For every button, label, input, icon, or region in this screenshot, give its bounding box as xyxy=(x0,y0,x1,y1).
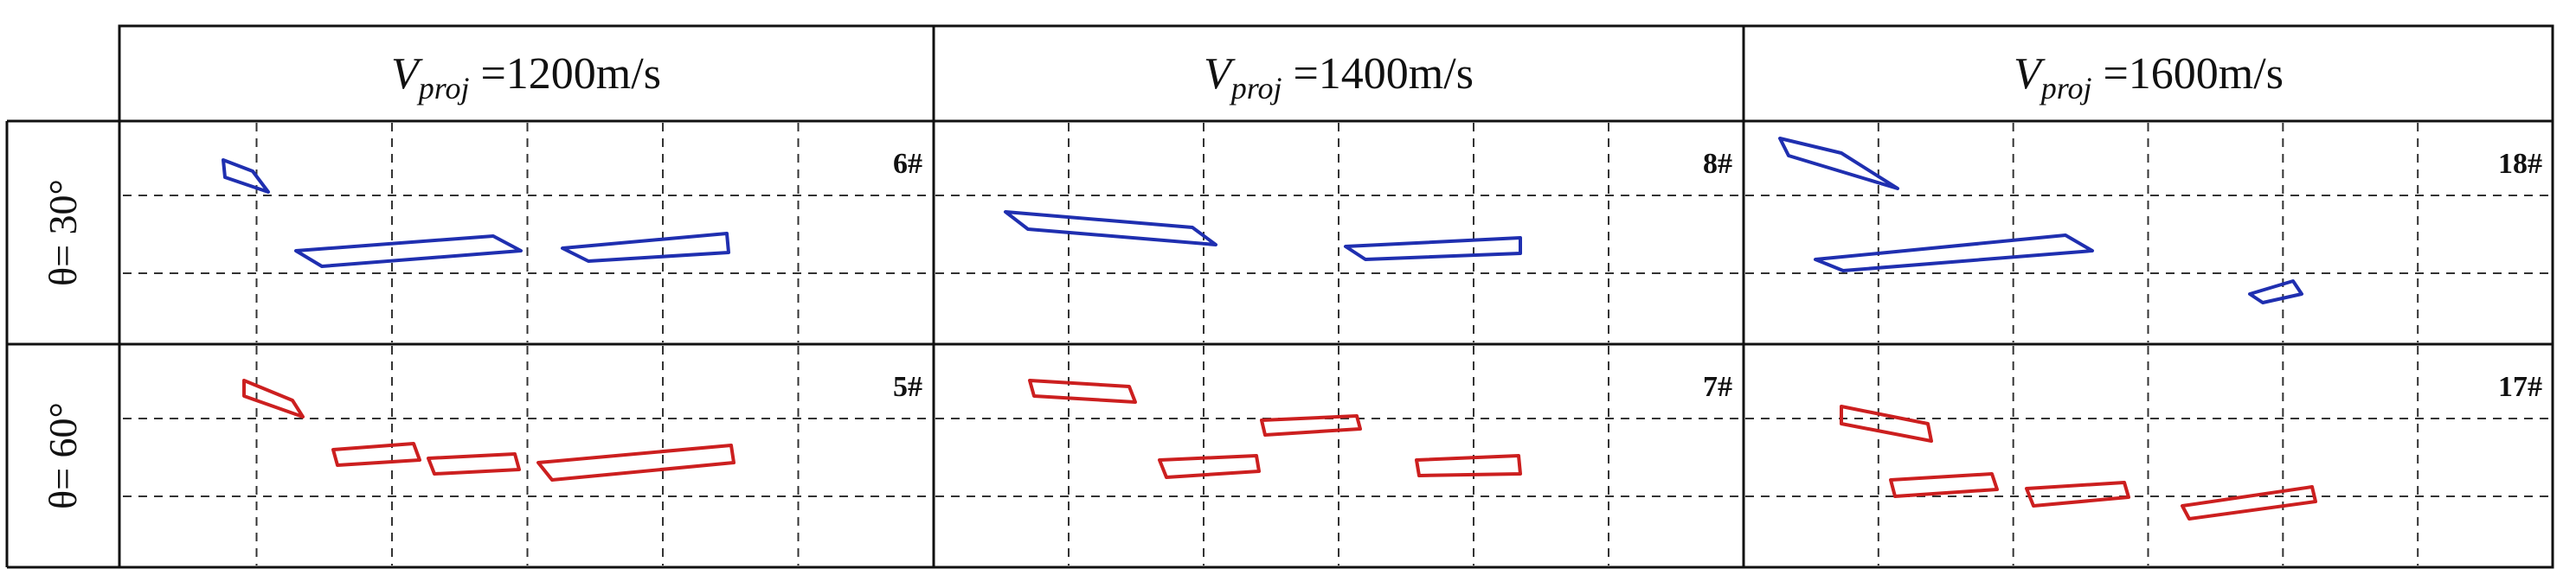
column-header-1600: Vproj =1600m/s xyxy=(2014,49,2284,105)
fragment-5-d xyxy=(536,444,736,482)
fragment-17-a xyxy=(1840,405,1933,443)
panel-tag-17: 17# xyxy=(2498,371,2542,403)
row-headers: θ= 30° θ= 60° xyxy=(41,179,85,509)
fragment-18-b xyxy=(1814,233,2094,272)
fragments-row-30 xyxy=(222,137,2303,304)
fragment-18-c xyxy=(2248,279,2303,304)
fragment-6-c xyxy=(561,232,730,263)
fragment-17-b xyxy=(1889,472,1999,498)
panel-tag-7: 7# xyxy=(1703,371,1732,403)
panel-tags: 6# 8# 18# 5# 7# 17# xyxy=(893,148,2542,403)
row-header-30: θ= 30° xyxy=(41,179,85,286)
fragment-7-c xyxy=(1158,454,1261,479)
fragment-6-b xyxy=(294,234,523,268)
fragment-17-c xyxy=(2025,481,2130,508)
column-headers: Vproj =1200m/s Vproj =1400m/s Vproj =160… xyxy=(391,49,2284,105)
fragment-7-a xyxy=(1028,379,1137,404)
fragment-18-a xyxy=(1778,137,1899,190)
panel-tag-8: 8# xyxy=(1703,148,1732,180)
fragments-row-60 xyxy=(242,379,2317,521)
fragment-5-c xyxy=(427,452,521,476)
dashed-grids xyxy=(123,123,2551,566)
fragment-6-a xyxy=(222,158,270,194)
fragment-5-a xyxy=(242,379,305,419)
fragment-17-d xyxy=(2181,485,2317,521)
table-border xyxy=(118,24,2554,569)
table-frame xyxy=(5,24,2554,569)
panel-tag-18: 18# xyxy=(2498,148,2542,180)
panel-tag-5: 5# xyxy=(893,371,922,403)
fragment-7-d xyxy=(1415,454,1522,477)
fragment-7-b xyxy=(1260,414,1362,437)
row-header-60: θ= 60° xyxy=(41,402,85,509)
fragment-8-a xyxy=(1004,210,1217,246)
fragment-5-b xyxy=(331,442,421,467)
fragment-8-b xyxy=(1344,236,1522,261)
panel-tag-6: 6# xyxy=(893,148,922,180)
column-header-1200: Vproj =1200m/s xyxy=(391,49,661,105)
column-header-1400: Vproj =1400m/s xyxy=(1204,49,1474,105)
